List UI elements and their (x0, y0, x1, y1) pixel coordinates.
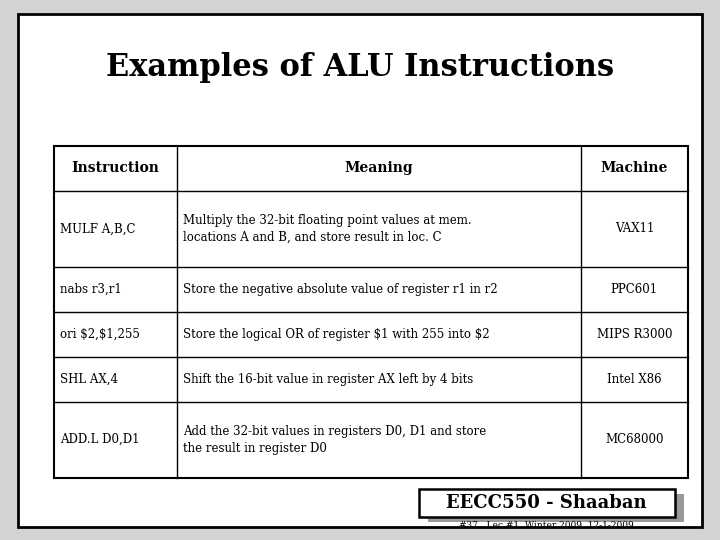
Text: EECC550 - Shaaban: EECC550 - Shaaban (446, 494, 647, 512)
Text: Instruction: Instruction (71, 161, 159, 176)
Text: Machine: Machine (600, 161, 668, 176)
Text: Add the 32-bit values in registers D0, D1 and store
the result in register D0: Add the 32-bit values in registers D0, D… (183, 425, 486, 455)
Text: MIPS R3000: MIPS R3000 (597, 328, 672, 341)
Text: Store the negative absolute value of register r1 in r2: Store the negative absolute value of reg… (183, 283, 498, 296)
Text: MC68000: MC68000 (605, 433, 664, 446)
Text: Multiply the 32-bit floating point values at mem.
locations A and B, and store r: Multiply the 32-bit floating point value… (183, 214, 472, 244)
Bar (419, 489, 675, 517)
Text: Store the logical OR of register \$1 with 255 into \$2: Store the logical OR of register \$1 wit… (183, 328, 490, 341)
Text: ori \$2,\$1,255: ori \$2,\$1,255 (60, 328, 140, 341)
Text: MULF A,B,C: MULF A,B,C (60, 222, 135, 235)
Text: PPC601: PPC601 (611, 283, 658, 296)
Text: Shift the 16-bit value in register AX left by 4 bits: Shift the 16-bit value in register AX le… (183, 373, 473, 386)
Bar (428, 494, 684, 522)
Text: Examples of ALU Instructions: Examples of ALU Instructions (106, 52, 614, 83)
Bar (54, 146, 688, 478)
Text: ADD.L D0,D1: ADD.L D0,D1 (60, 433, 139, 446)
Text: VAX11: VAX11 (615, 222, 654, 235)
Text: SHL AX,4: SHL AX,4 (60, 373, 118, 386)
Text: #37   Lec #1  Winter 2009  12-1-2009: #37 Lec #1 Winter 2009 12-1-2009 (459, 522, 634, 530)
Text: Intel X86: Intel X86 (607, 373, 662, 386)
Text: nabs r3,r1: nabs r3,r1 (60, 283, 122, 296)
Text: Meaning: Meaning (345, 161, 413, 176)
